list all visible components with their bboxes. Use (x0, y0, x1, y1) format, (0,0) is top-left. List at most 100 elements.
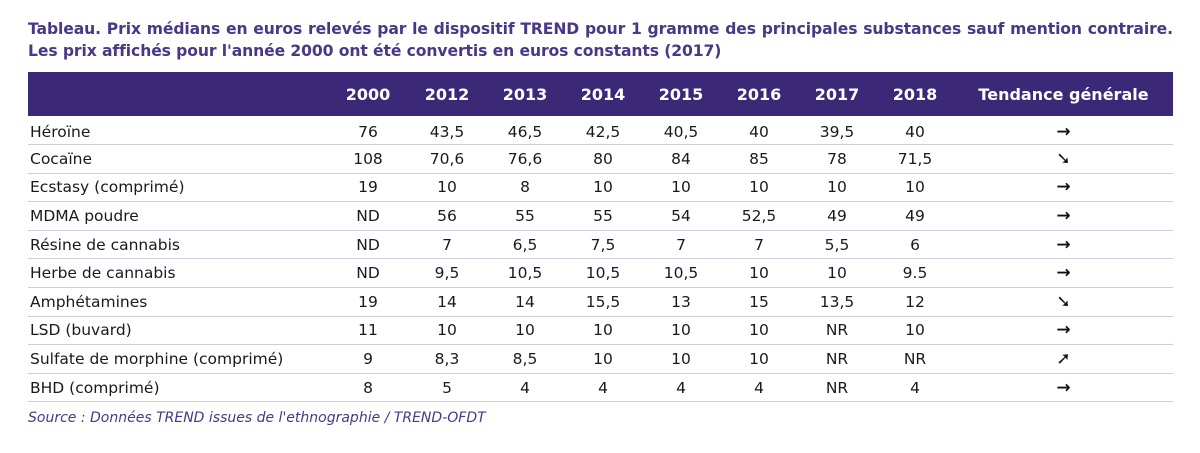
price-cell-2018: 12 (905, 292, 925, 311)
price-cell-2018: 6 (910, 235, 920, 254)
price-cell-2000: 11 (358, 321, 378, 340)
price-cell-2018: 71,5 (897, 149, 933, 168)
table-header: 2000 2012 2013 2014 2015 2016 2017 2018 … (28, 72, 1173, 116)
header-cell-2013: 2013 (502, 84, 548, 104)
price-cell-2015: 10 (671, 178, 691, 197)
table-row: MDMA poudre ND 56 55 55 54 52,5 49 49 → (28, 202, 1173, 231)
table-row: Ecstasy (comprimé) 19 10 8 10 10 10 10 10 → (28, 173, 1173, 202)
price-cell-2017: 78 (827, 149, 847, 168)
substance-name-cell: Ecstasy (comprimé) (30, 178, 185, 197)
price-cell-2016: 10 (749, 264, 769, 283)
price-cell-2000: ND (356, 207, 380, 226)
header-cell-2015: 2015 (658, 84, 704, 104)
price-cell-2012: 56 (437, 207, 457, 226)
price-cell-2012: 14 (437, 292, 457, 311)
price-cell-2014: 80 (593, 149, 613, 168)
trend-cell: → (954, 230, 1173, 259)
price-cell-2015: 10,5 (663, 264, 699, 283)
price-cell-2012: 8,3 (434, 350, 460, 369)
table-body: Héroïne 76 43,5 46,5 42,5 40,5 40 39,5 40 → Cocaïn… (28, 116, 1173, 402)
price-cell-2014: 10,5 (585, 264, 621, 283)
substance-name-cell: Cocaïne (30, 149, 92, 168)
price-cell-2014: 10 (593, 178, 613, 197)
header-row: 2000 2012 2013 2014 2015 2016 2017 2018 … (28, 72, 1173, 116)
price-cell-2012: 43,5 (429, 122, 465, 141)
price-cell-2012: 5 (442, 378, 452, 397)
header-cell-2000: 2000 (345, 84, 391, 104)
price-cell-2015: 13 (671, 292, 691, 311)
header-cell-trend: Tendance générale (978, 84, 1149, 104)
price-cell-2013: 4 (520, 378, 530, 397)
arrow-right-icon: → (1056, 206, 1071, 227)
substance-name-cell: Héroïne (30, 122, 91, 141)
table-row: Résine de cannabis ND 7 6,5 7,5 7 7 5,5 6 → (28, 230, 1173, 259)
price-cell-2000: 9 (363, 350, 373, 369)
trend-cell: ➘ (954, 145, 1173, 174)
price-cell-2014: 15,5 (585, 292, 621, 311)
price-cell-2017: NR (825, 321, 849, 340)
price-cell-2017: NR (825, 378, 849, 397)
price-cell-2018: 10 (905, 321, 925, 340)
table-row: Cocaïne 108 70,6 76,6 80 84 85 78 71,5 ➘ (28, 145, 1173, 174)
arrow-up-right-icon: ➚ (1056, 349, 1071, 370)
price-cell-2013: 14 (515, 292, 535, 311)
table-caption: Tableau. Prix médians en euros relevés p… (28, 20, 1173, 60)
arrow-right-icon: → (1056, 234, 1071, 255)
price-cell-2017: 13,5 (819, 292, 855, 311)
price-cell-2013: 76,6 (507, 149, 543, 168)
trend-cell: → (954, 259, 1173, 288)
price-cell-2016: 52,5 (741, 207, 777, 226)
trend-cell: ➚ (954, 345, 1173, 374)
price-cell-2017: 39,5 (819, 122, 855, 141)
price-cell-2016: 40 (749, 122, 769, 141)
price-cell-2016: 4 (754, 378, 764, 397)
price-table-container: 2000 2012 2013 2014 2015 2016 2017 2018 … (28, 72, 1173, 402)
price-cell-2000: 8 (363, 378, 373, 397)
price-cell-2014: 7,5 (590, 235, 616, 254)
price-cell-2018: 40 (905, 122, 925, 141)
price-cell-2018: 9.5 (902, 264, 928, 283)
price-cell-2016: 15 (749, 292, 769, 311)
price-cell-2013: 8,5 (512, 350, 538, 369)
price-cell-2015: 40,5 (663, 122, 699, 141)
trend-cell: → (954, 173, 1173, 202)
substance-name-cell: Résine de cannabis (30, 235, 180, 254)
price-cell-2013: 10,5 (507, 264, 543, 283)
price-cell-2012: 10 (437, 178, 457, 197)
price-cell-2000: 19 (358, 178, 378, 197)
substance-name-cell: BHD (comprimé) (30, 378, 160, 397)
price-cell-2014: 42,5 (585, 122, 621, 141)
arrow-right-icon: → (1056, 177, 1071, 198)
header-cell-2012: 2012 (424, 84, 470, 104)
price-cell-2016: 10 (749, 178, 769, 197)
price-cell-2017: 10 (827, 264, 847, 283)
price-cell-2017: NR (825, 350, 849, 369)
table-row: BHD (comprimé) 8 5 4 4 4 4 NR 4 → (28, 373, 1173, 402)
price-cell-2016: 10 (749, 321, 769, 340)
price-cell-2000: 19 (358, 292, 378, 311)
header-cell-2016: 2016 (736, 84, 782, 104)
price-cell-2016: 7 (754, 235, 764, 254)
table-row: Sulfate de morphine (comprimé) 9 8,3 8,5 10 1… (28, 345, 1173, 374)
price-cell-2000: 76 (358, 122, 378, 141)
price-cell-2016: 85 (749, 149, 769, 168)
price-cell-2018: 49 (905, 207, 925, 226)
price-cell-2014: 10 (593, 321, 613, 340)
table-row: LSD (buvard) 11 10 10 10 10 10 NR 10 → (28, 316, 1173, 345)
source-note: Source : Données TREND issues de l'ethno… (28, 410, 486, 426)
price-cell-2015: 7 (676, 235, 686, 254)
price-cell-2012: 10 (437, 321, 457, 340)
trend-cell: → (954, 316, 1173, 345)
substance-name-cell: LSD (buvard) (30, 321, 132, 340)
price-cell-2016: 10 (749, 350, 769, 369)
table-row: Amphétamines 19 14 14 15,5 13 15 13,5 12 ➘ (28, 288, 1173, 317)
table-row: Herbe de cannabis ND 9,5 10,5 10,5 10,5 10 10 9.… (28, 259, 1173, 288)
price-cell-2000: ND (356, 235, 380, 254)
arrow-down-right-icon: ➘ (1056, 291, 1071, 312)
price-cell-2017: 5,5 (824, 235, 850, 254)
price-cell-2017: 10 (827, 178, 847, 197)
header-cell-2017: 2017 (814, 84, 860, 104)
arrow-down-right-icon: ➘ (1056, 148, 1071, 169)
price-cell-2000: ND (356, 264, 380, 283)
substance-name-cell: Herbe de cannabis (30, 264, 176, 283)
